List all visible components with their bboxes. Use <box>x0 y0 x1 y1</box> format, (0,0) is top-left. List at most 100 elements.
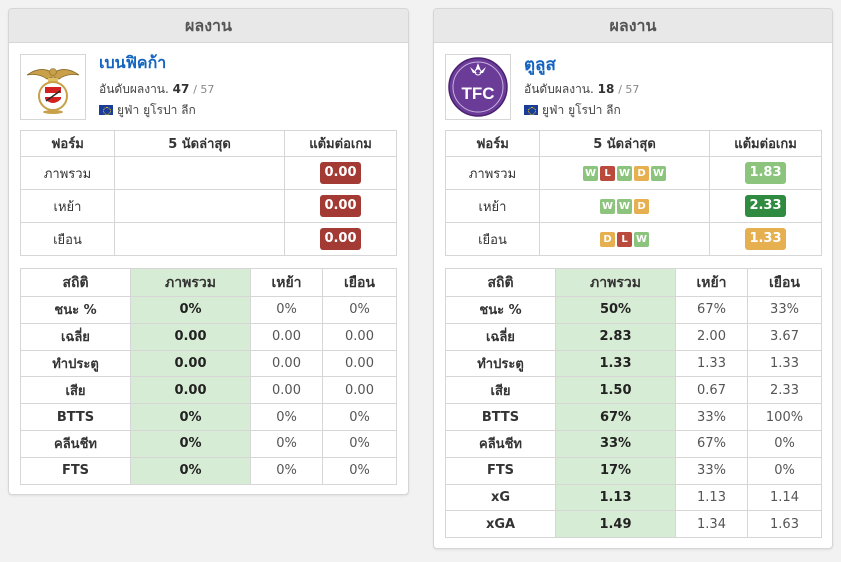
stat-overall: 0% <box>130 429 251 458</box>
stat-away: 0.00 <box>322 376 397 405</box>
performance-rank: อันดับผลงาน. 18 / 57 <box>524 82 640 96</box>
panel-header: ผลงาน <box>434 9 832 43</box>
form-table: ฟอร์ม 5 นัดล่าสุด แต้มต่อเกม ภาพรวม 0.00… <box>20 130 397 256</box>
result-pill[interactable]: W <box>634 232 649 247</box>
tab-away[interactable]: เยือน <box>322 268 397 297</box>
stat-away: 0% <box>322 403 397 431</box>
stat-home: 0.00 <box>250 376 323 405</box>
tab-home[interactable]: เหย้า <box>250 268 323 297</box>
stat-away: 100% <box>747 403 822 431</box>
stat-home: 67% <box>675 429 748 458</box>
eu-flag-icon <box>99 105 113 115</box>
stat-overall: 1.13 <box>555 483 676 512</box>
stat-home: 33% <box>675 456 748 485</box>
stat-overall: 1.50 <box>555 376 676 405</box>
result-pill[interactable]: D <box>634 166 649 181</box>
stat-row: xG 1.13 1.13 1.14 <box>445 483 822 512</box>
tab-away[interactable]: เยือน <box>747 268 822 297</box>
stat-away: 0% <box>322 296 397 324</box>
stat-row: คลีนชีท 0% 0% 0% <box>20 429 397 458</box>
stat-home: 1.34 <box>675 510 748 539</box>
stat-home: 0.00 <box>250 349 323 378</box>
tab-overall[interactable]: ภาพรวม <box>130 268 251 297</box>
result-pill[interactable]: W <box>651 166 666 181</box>
recent-form <box>114 222 285 256</box>
stat-row: ชนะ % 0% 0% 0% <box>20 296 397 324</box>
team-panel-benfica: ผลงาน เบนฟิคก้า อันดับผลงาน. 47 / 57 ยูฟ… <box>8 8 409 495</box>
recent-form <box>114 156 285 190</box>
stat-label: xG <box>445 483 556 512</box>
stat-away: 33% <box>747 296 822 324</box>
stat-home: 0% <box>250 296 323 324</box>
stat-away: 1.63 <box>747 510 822 539</box>
tab-home[interactable]: เหย้า <box>675 268 748 297</box>
team-name[interactable]: ตูลูส <box>524 55 556 74</box>
league-info[interactable]: ยูฟ่า ยูโรปา ลีก <box>524 101 621 120</box>
result-pill[interactable]: W <box>583 166 598 181</box>
stat-overall: 17% <box>555 456 676 485</box>
stat-home: 1.13 <box>675 483 748 512</box>
toulouse-crest-icon[interactable]: TFC <box>445 54 511 120</box>
result-pill[interactable]: L <box>617 232 632 247</box>
stat-label: เสีย <box>20 376 131 405</box>
stat-row: BTTS 67% 33% 100% <box>445 403 822 431</box>
form-row: เยือน D L W 1.33 <box>445 222 822 256</box>
stat-row: เฉลี่ย 0.00 0.00 0.00 <box>20 322 397 351</box>
result-pill[interactable]: W <box>617 199 632 214</box>
stat-label: เฉลี่ย <box>445 322 556 351</box>
stat-label: เสีย <box>445 376 556 405</box>
stat-away: 3.67 <box>747 322 822 351</box>
stat-away: 1.33 <box>747 349 822 378</box>
team-name[interactable]: เบนฟิคก้า <box>99 55 167 72</box>
panel-header: ผลงาน <box>9 9 408 43</box>
recent-form <box>114 189 285 223</box>
tab-overall[interactable]: ภาพรวม <box>555 268 676 297</box>
stat-overall: 0.00 <box>130 376 251 405</box>
stat-row: ชนะ % 50% 67% 33% <box>445 296 822 324</box>
stat-label: BTTS <box>20 403 131 431</box>
stat-row: เสีย 1.50 0.67 2.33 <box>445 376 822 405</box>
benfica-crest-icon[interactable] <box>20 54 86 120</box>
result-pill[interactable]: L <box>600 166 615 181</box>
result-pill[interactable]: W <box>600 199 615 214</box>
stat-row: FTS 0% 0% 0% <box>20 456 397 485</box>
stat-overall: 1.33 <box>555 349 676 378</box>
stat-overall: 2.83 <box>555 322 676 351</box>
stat-away: 0% <box>322 456 397 485</box>
league-info[interactable]: ยูฟ่า ยูโรปา ลีก <box>99 101 196 120</box>
form-row: เหย้า W W D 2.33 <box>445 189 822 223</box>
stat-overall: 0% <box>130 403 251 431</box>
stat-overall: 0% <box>130 296 251 324</box>
team-info: เบนฟิคก้า อันดับผลงาน. 47 / 57 ยูฟ่า ยูโ… <box>9 43 408 125</box>
stat-home: 0% <box>250 429 323 458</box>
stat-label: ทำประตู <box>20 349 131 378</box>
ppg-badge: 1.83 <box>745 162 786 184</box>
stat-row: เสีย 0.00 0.00 0.00 <box>20 376 397 405</box>
stat-away: 1.14 <box>747 483 822 512</box>
stat-overall: 50% <box>555 296 676 324</box>
performance-rank: อันดับผลงาน. 47 / 57 <box>99 82 215 96</box>
result-pill[interactable]: W <box>617 166 632 181</box>
stat-home: 0.67 <box>675 376 748 405</box>
form-row: เยือน 0.00 <box>20 222 397 256</box>
form-row: เหย้า 0.00 <box>20 189 397 223</box>
ppg-badge: 0.00 <box>320 228 361 250</box>
stat-home: 67% <box>675 296 748 324</box>
stat-home: 33% <box>675 403 748 431</box>
stat-label: ทำประตู <box>445 349 556 378</box>
result-pill[interactable]: D <box>634 199 649 214</box>
stat-row: xGA 1.49 1.34 1.63 <box>445 510 822 539</box>
eu-flag-icon <box>524 105 538 115</box>
stat-label: คลีนชีท <box>20 429 131 458</box>
stat-label: ชนะ % <box>445 296 556 324</box>
form-row: ภาพรวม W L W D W 1.83 <box>445 156 822 190</box>
stat-label: คลีนชีท <box>445 429 556 458</box>
stat-away: 0% <box>747 429 822 458</box>
ppg-badge: 0.00 <box>320 162 361 184</box>
form-table: ฟอร์ม 5 นัดล่าสุด แต้มต่อเกม ภาพรวม W L W D W… <box>445 130 822 256</box>
result-pill[interactable]: D <box>600 232 615 247</box>
svg-text:TFC: TFC <box>461 84 494 103</box>
stat-home: 1.33 <box>675 349 748 378</box>
